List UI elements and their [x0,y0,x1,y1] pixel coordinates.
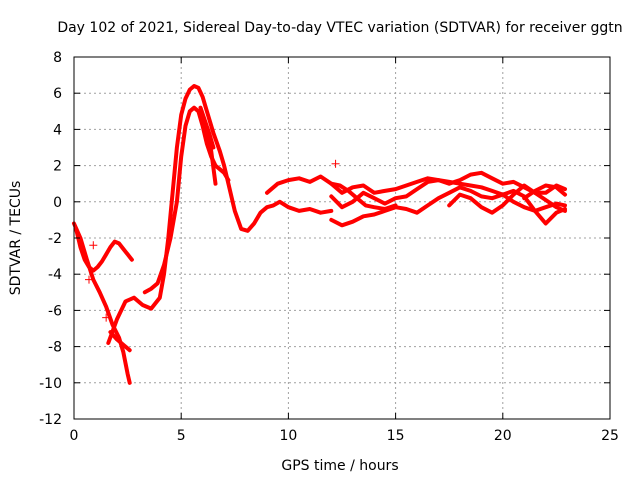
grid-lines [74,57,610,419]
series-arc-9 [329,178,567,213]
data-markers [85,159,340,322]
y-tick-label: -2 [48,231,62,247]
series-arc-13 [522,183,567,201]
y-tick-label: 4 [53,122,62,138]
axis-ticks [73,56,611,420]
series-arc-2 [74,226,134,273]
x-tick-label: 20 [494,428,512,444]
data-series [72,84,567,385]
y-tick-label: -4 [48,267,62,283]
y-tick-label: -12 [39,412,62,428]
plus-marker [89,241,98,250]
series-arc-3 [108,330,132,353]
y-tick-label: 2 [53,159,62,175]
y-tick-labels: -12 -10 -8 -6 -4 -2 0 2 4 6 8 [39,50,62,428]
y-axis-label: SDTVAR / TECUs [8,181,24,296]
series-arc-4 [106,84,334,345]
x-tick-label: 5 [177,428,186,444]
plus-marker [331,159,340,168]
plus-marker [102,313,111,322]
series-arc-11 [329,181,398,211]
series-arc-10 [329,185,567,228]
series-arc-12 [447,183,567,215]
x-tick-label: 10 [279,428,297,444]
series-arc-5 [142,105,231,295]
y-tick-label: -8 [48,340,62,356]
chart-title: Day 102 of 2021, Sidereal Day-to-day VTE… [57,20,622,36]
x-tick-label: 15 [387,428,405,444]
y-tick-label: 8 [53,50,62,66]
series-arc-7 [200,112,218,186]
x-tick-label: 0 [70,428,79,444]
x-tick-labels: 0 5 10 15 20 25 [70,428,619,444]
series-arc-1 [72,221,132,385]
y-tick-label: 6 [53,86,62,102]
plus-marker [85,275,94,284]
y-tick-label: -10 [39,376,62,392]
y-tick-label: -6 [48,303,62,319]
x-tick-label: 25 [601,428,619,444]
x-axis-label: GPS time / hours [281,458,398,474]
y-tick-label: 0 [53,195,62,211]
series-arc-8 [265,170,567,195]
